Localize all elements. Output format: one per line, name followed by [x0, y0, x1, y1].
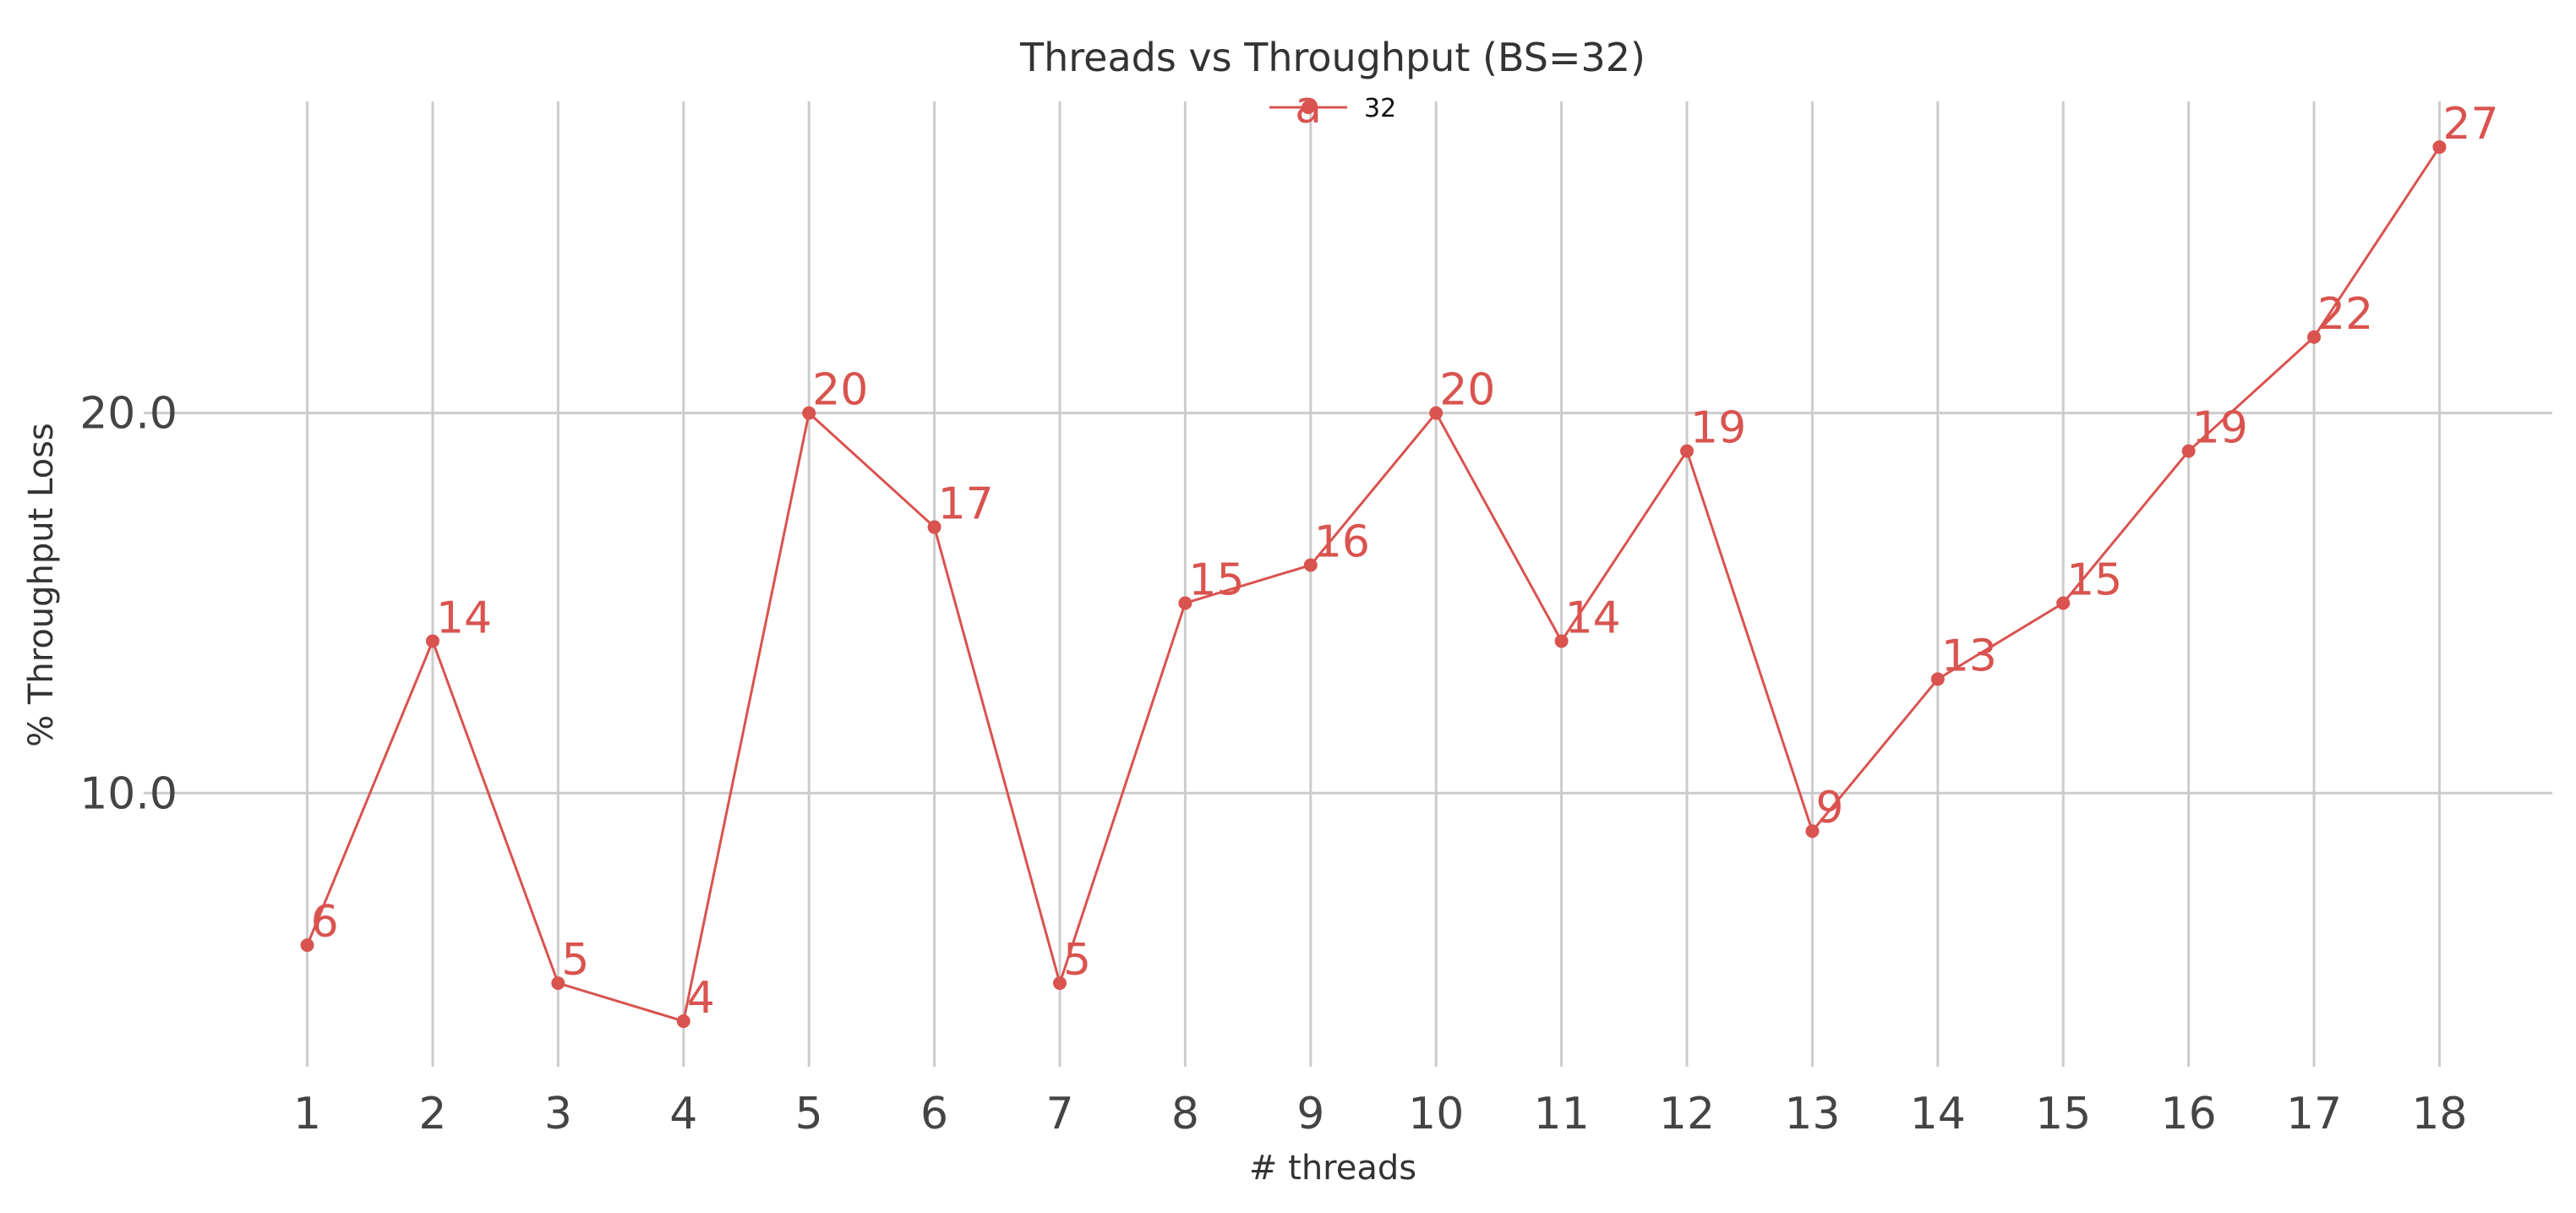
data-point — [551, 976, 565, 991]
data-label: 13 — [1941, 631, 1997, 681]
x-tick-label: 10 — [1408, 1089, 1464, 1139]
data-point — [300, 938, 314, 953]
x-tick-label: 16 — [2161, 1089, 2217, 1139]
x-tick-label: 14 — [1910, 1089, 1966, 1139]
x-tick-label: 9 — [1296, 1089, 1324, 1139]
y-axis-label: % Throughput Loss — [22, 423, 61, 747]
x-axis-label: # threads — [1249, 1149, 1416, 1188]
data-label: 17 — [938, 479, 994, 530]
y-tick-labels: 10.0 20.0 — [79, 389, 177, 820]
data-point — [927, 520, 941, 534]
x-tick-label: 18 — [2411, 1089, 2467, 1139]
legend-entry-label: 32 — [1364, 94, 1396, 123]
x-tick-label: 2 — [418, 1089, 446, 1139]
data-point — [2432, 139, 2447, 154]
data-label: 6 — [311, 897, 339, 948]
data-point — [1429, 406, 1444, 420]
data-label: 14 — [1565, 593, 1621, 643]
data-point — [1052, 976, 1067, 991]
x-tick-label: 15 — [2035, 1089, 2091, 1139]
data-point — [2181, 444, 2196, 458]
data-point — [425, 634, 439, 648]
data-point — [2307, 330, 2322, 344]
data-label: 19 — [1690, 403, 1746, 454]
data-label: 15 — [2066, 555, 2122, 605]
legend-marker — [1302, 101, 1315, 114]
x-tick-label: 4 — [669, 1089, 697, 1139]
data-point — [802, 406, 816, 420]
data-label: 19 — [2192, 403, 2248, 454]
x-tick-label: 12 — [1659, 1089, 1715, 1139]
data-label: 16 — [1314, 517, 1370, 568]
data-point — [1178, 596, 1192, 610]
legend: a 32 — [1269, 83, 1396, 134]
x-tick-label: 13 — [1784, 1089, 1840, 1139]
x-tick-label: 1 — [293, 1089, 321, 1139]
data-label: 9 — [1815, 783, 1843, 833]
chart-title: Threads vs Throughput (BS=32) — [1019, 35, 1645, 80]
data-label: 5 — [1063, 935, 1091, 986]
data-point — [676, 1014, 690, 1029]
x-tick-labels: 1 2 3 4 5 6 7 8 9 10 11 12 13 14 15 16 17 18 — [293, 1089, 2468, 1139]
data-point — [1303, 558, 1318, 572]
grid-layer — [144, 101, 2552, 1067]
data-label: 14 — [436, 593, 492, 643]
series-layer: 6 14 5 4 20 17 5 15 16 20 14 19 9 13 15 19 22 27 — [300, 99, 2499, 1029]
data-label: 27 — [2442, 99, 2498, 150]
legend-marker-glyph: a — [1295, 83, 1322, 134]
x-tick-label: 17 — [2286, 1089, 2342, 1139]
data-label: 4 — [687, 973, 715, 1024]
y-tick-label: 10.0 — [79, 768, 177, 819]
data-label: 22 — [2317, 289, 2373, 340]
x-tick-label: 7 — [1045, 1089, 1073, 1139]
data-point — [1680, 444, 1695, 458]
data-point — [1554, 634, 1569, 648]
data-label: 20 — [1439, 365, 1495, 416]
data-label: 5 — [561, 935, 589, 986]
data-label: 15 — [1188, 555, 1244, 605]
series-line — [306, 146, 2441, 1023]
data-point — [1930, 672, 1945, 686]
x-tick-label: 8 — [1171, 1089, 1199, 1139]
data-label: 20 — [812, 365, 868, 416]
x-tick-label: 5 — [795, 1089, 823, 1139]
x-tick-label: 11 — [1534, 1089, 1590, 1139]
data-point — [2056, 596, 2071, 610]
data-point — [1805, 824, 1820, 839]
x-tick-label: 6 — [920, 1089, 948, 1139]
x-tick-label: 3 — [544, 1089, 572, 1139]
y-tick-label: 20.0 — [79, 389, 177, 440]
